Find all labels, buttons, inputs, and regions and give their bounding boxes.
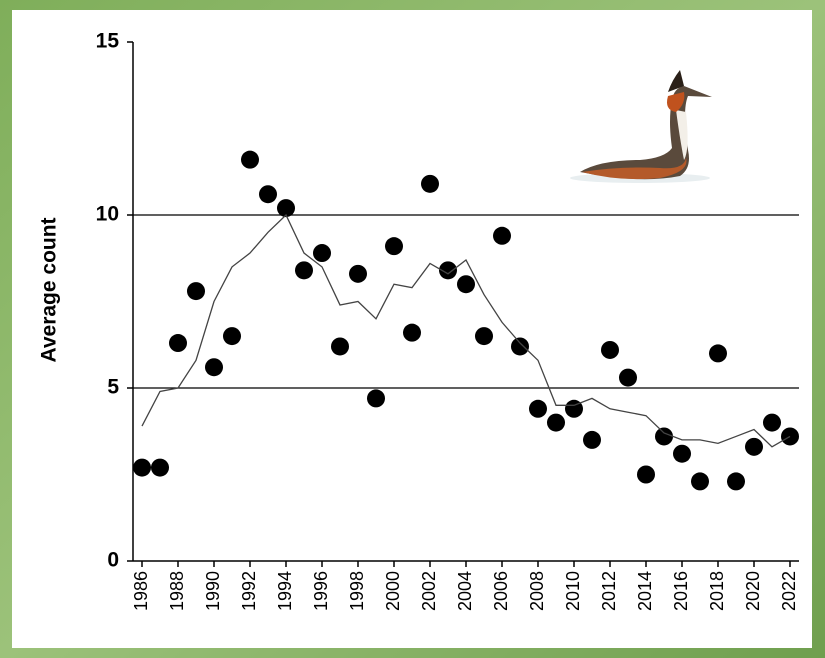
point: [385, 237, 403, 256]
x-tick-label: 2020: [743, 571, 763, 611]
trend-line: [141, 213, 791, 448]
y-tick-label: 0: [107, 549, 119, 572]
point: [223, 327, 241, 346]
x-tick-label: 2006: [491, 571, 511, 611]
point: [529, 399, 547, 418]
point: [655, 427, 673, 446]
x-tick-label: 2000: [383, 571, 403, 611]
point: [277, 199, 295, 218]
point: [547, 413, 565, 432]
x-tick-label: 1996: [311, 571, 331, 611]
point: [511, 337, 529, 356]
x-tick-label: 1986: [131, 571, 151, 611]
y-tick-label: 10: [96, 203, 119, 226]
point: [151, 458, 169, 477]
point: [439, 261, 457, 280]
x-tick-label: 1988: [167, 571, 187, 611]
point: [331, 337, 349, 356]
x-tick-label: 1994: [275, 571, 295, 611]
x-tick-label: 2012: [599, 571, 619, 611]
x-tick-label: 1992: [239, 571, 259, 611]
point: [727, 472, 745, 491]
point: [457, 275, 475, 294]
x-tick-label: 2022: [779, 571, 799, 611]
x-tick-label: 2010: [563, 571, 583, 611]
x-tick-label: 1998: [347, 571, 367, 611]
point: [673, 444, 691, 463]
bird-illustration: [570, 70, 712, 183]
point: [421, 174, 439, 193]
x-tick-label: 2016: [671, 571, 691, 611]
point: [295, 261, 313, 280]
point: [709, 344, 727, 363]
point: [475, 327, 493, 346]
x-tick-label: 2002: [419, 571, 439, 611]
y-tick-label: 5: [107, 376, 119, 399]
point: [133, 458, 151, 477]
x-tick-label: 1990: [203, 571, 223, 611]
point: [691, 472, 709, 491]
point: [493, 226, 511, 245]
point: [583, 430, 601, 449]
point: [601, 340, 619, 359]
point: [241, 150, 259, 169]
point: [637, 465, 655, 484]
point: [187, 282, 205, 301]
point: [313, 244, 331, 263]
point: [619, 368, 637, 387]
point: [403, 323, 421, 342]
x-tick-label: 2018: [707, 571, 727, 611]
y-tick-label: 15: [96, 30, 120, 53]
y-axis-title: Average count: [38, 217, 61, 362]
x-tick-label: 2008: [527, 571, 547, 611]
point: [259, 185, 277, 204]
x-tick-label: 2014: [635, 571, 655, 611]
point: [745, 437, 763, 456]
x-tick-label: 2004: [455, 571, 475, 611]
point: [205, 358, 223, 377]
point: [349, 264, 367, 283]
point: [367, 389, 385, 408]
point: [169, 334, 187, 353]
point: [763, 413, 781, 432]
